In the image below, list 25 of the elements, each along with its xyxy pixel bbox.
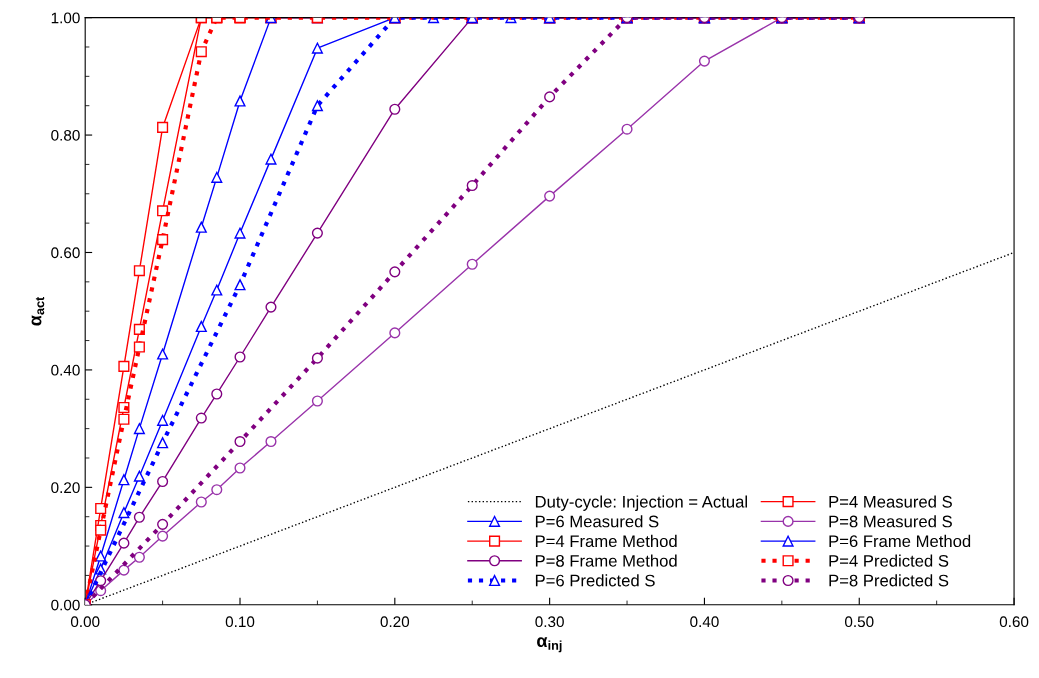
legend-label: P=4 Predicted S	[829, 554, 949, 567]
legend-label: P=4 Measured S	[829, 495, 952, 508]
y-axis-title: α$_{act}$	[31, 296, 45, 326]
y-tick-label: 0.60	[51, 247, 80, 259]
legend-label: P=8 Predicted S	[829, 574, 949, 587]
x-tick-label: 0.50	[844, 616, 874, 628]
x-tick-label: 0.40	[690, 616, 719, 628]
x-axis-title: α$_{inj}$	[537, 637, 562, 653]
legend-label: P=6 Measured S	[535, 515, 659, 528]
legend-label: P=8 Frame Method	[535, 554, 677, 567]
y-tick-label: 1.00	[51, 12, 80, 24]
x-tick-label: 0.60	[999, 616, 1029, 628]
x-tick-label: 0.00	[70, 616, 100, 628]
x-tick-label: 0.30	[535, 616, 564, 628]
legend-label: P=6 Frame Method	[829, 534, 971, 548]
legend-label: P=6 Predicted S	[535, 574, 655, 587]
y-tick-label: 0.00	[51, 599, 80, 611]
legend-label: P=8 Measured S	[829, 515, 952, 528]
y-tick-label: 0.20	[51, 482, 80, 494]
y-tick-label: 0.40	[51, 364, 80, 376]
y-tick-label: 0.80	[51, 129, 80, 141]
legend-label: Duty-cycle: Injection = Actual	[535, 495, 747, 511]
x-tick-label: 0.10	[225, 616, 255, 628]
legend-label: P=4 Frame Method	[535, 534, 677, 548]
x-tick-label: 0.20	[380, 616, 410, 628]
